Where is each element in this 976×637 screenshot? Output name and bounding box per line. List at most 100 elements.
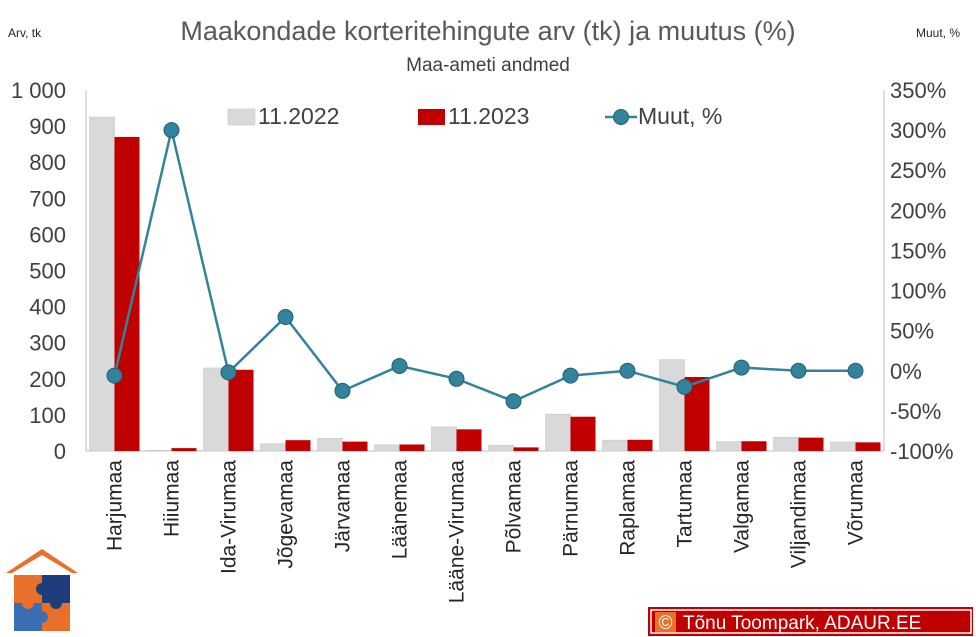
legend-label-1: 11.2023 [448, 103, 529, 129]
category-label: Jõgevamaa [275, 460, 298, 569]
category-label: Põlvamaa [503, 460, 526, 554]
right-tick-label: 50% [890, 319, 934, 344]
category-labels: Harjumaa Hiiumaa Ida-Virumaa Jõgevamaa Järva… [104, 460, 868, 604]
category-label: Võrumaa [845, 460, 868, 546]
puzzle-house-logo [6, 549, 78, 631]
bar-2022-4 [317, 438, 343, 452]
bar-2022-12 [773, 436, 799, 452]
right-tick-label: 150% [890, 238, 946, 263]
left-tick-label: 0 [54, 439, 66, 464]
bar-2023-6 [456, 429, 482, 451]
left-tick-label: 100 [29, 403, 66, 428]
left-tick-label: 900 [29, 114, 66, 139]
change-point-6 [448, 370, 465, 387]
change-line-series [106, 122, 864, 410]
credit-border [650, 609, 972, 634]
bar-2023-7 [513, 447, 539, 451]
category-label: Ida-Virumaa [218, 460, 241, 574]
bar-2022-1 [146, 449, 172, 452]
category-label: Lääne-Virumaa [446, 460, 469, 604]
copyright-box [655, 612, 676, 632]
change-point-0 [106, 367, 123, 384]
bar-2023-9 [627, 439, 653, 451]
change-point-1 [163, 122, 180, 139]
right-tick-label: -50% [890, 399, 941, 424]
legend: 11.2022 11.2023 Muut, % [227, 103, 722, 129]
category-label: Järvamaa [332, 460, 355, 553]
bar-2022-9 [602, 439, 628, 452]
bar-2022-8 [545, 413, 571, 452]
legend-marker [613, 109, 629, 125]
change-point-2 [220, 364, 237, 381]
logo-knob-4 [36, 611, 48, 623]
right-tick-label: 300% [890, 118, 946, 143]
bar-2022-3 [260, 443, 286, 452]
category-label: Valgamaa [731, 460, 754, 553]
bar-2023-0 [114, 136, 140, 451]
legend-label-0: 11.2022 [258, 103, 339, 129]
bar-2022-11 [716, 441, 742, 452]
left-tick-label: 200 [29, 367, 66, 392]
bar-2022-0 [89, 116, 115, 452]
change-point-5 [391, 357, 408, 374]
bar-2023-4 [342, 441, 368, 451]
category-label: Läänemaa [389, 460, 412, 560]
logo-roof [6, 549, 78, 573]
category-label: Hiiumaa [161, 460, 184, 537]
right-tick-label: -100% [890, 439, 954, 464]
change-line [113, 129, 856, 403]
bar-2023-11 [741, 441, 767, 451]
right-tick-label: 250% [890, 158, 946, 183]
category-label: Raplamaa [617, 460, 640, 556]
right-tick-label: 350% [890, 78, 946, 103]
left-axis-label: Arv, tk [8, 26, 42, 40]
left-tick-label: 1 000 [11, 78, 66, 103]
category-label: Pärnumaa [560, 460, 583, 557]
bar-2023-12 [798, 437, 824, 451]
right-tick-label: 0% [890, 359, 922, 384]
left-axis-ticks: 0 100 200 300 400 500 600 700 800 900 1 000 [11, 78, 66, 464]
logo-knob-2 [22, 597, 34, 609]
bar-2022-13 [830, 441, 856, 452]
credit-background [648, 607, 973, 636]
bar-2023-8 [570, 416, 596, 451]
legend-swatch-0 [227, 108, 256, 126]
right-axis-label: Muut, % [916, 26, 960, 40]
legend-label-2: Muut, % [638, 103, 722, 129]
right-tick-label: 200% [890, 198, 946, 223]
left-tick-label: 700 [29, 186, 66, 211]
bar-2023-3 [285, 440, 311, 451]
bar-series [89, 116, 881, 452]
bar-2023-5 [399, 444, 425, 451]
bar-2022-2 [203, 367, 229, 452]
credit-text: Tõnu Toompark, ADAUR.EE [683, 613, 921, 634]
bar-2023-1 [171, 448, 197, 451]
left-tick-label: 300 [29, 331, 66, 356]
left-tick-label: 400 [29, 295, 66, 320]
credit-banner: © Tõnu Toompark, ADAUR.EE [648, 607, 973, 636]
bar-2022-7 [488, 444, 514, 452]
change-point-11 [733, 359, 750, 376]
change-point-10 [676, 378, 693, 395]
category-label: Viljandimaa [788, 460, 811, 568]
bar-2023-2 [228, 369, 254, 451]
change-point-13 [847, 362, 864, 379]
right-axis-ticks: -100% -50% 0% 50% 100% 150% 200% 250% 300% 350% [890, 78, 954, 464]
bar-2023-13 [855, 442, 881, 451]
category-label: Harjumaa [104, 460, 127, 551]
change-point-8 [562, 367, 579, 384]
logo-knob-1 [36, 583, 48, 595]
chart-title: Maakondade korteritehingute arv (tk) ja … [180, 16, 795, 46]
left-tick-label: 500 [29, 259, 66, 284]
change-point-12 [790, 362, 807, 379]
bar-2022-6 [431, 426, 457, 452]
copyright-symbol: © [659, 613, 673, 634]
change-point-3 [277, 309, 294, 326]
change-point-4 [334, 382, 351, 399]
change-point-9 [619, 362, 636, 379]
left-tick-label: 600 [29, 222, 66, 247]
category-label: Tartumaa [674, 460, 697, 548]
left-tick-label: 800 [29, 150, 66, 175]
